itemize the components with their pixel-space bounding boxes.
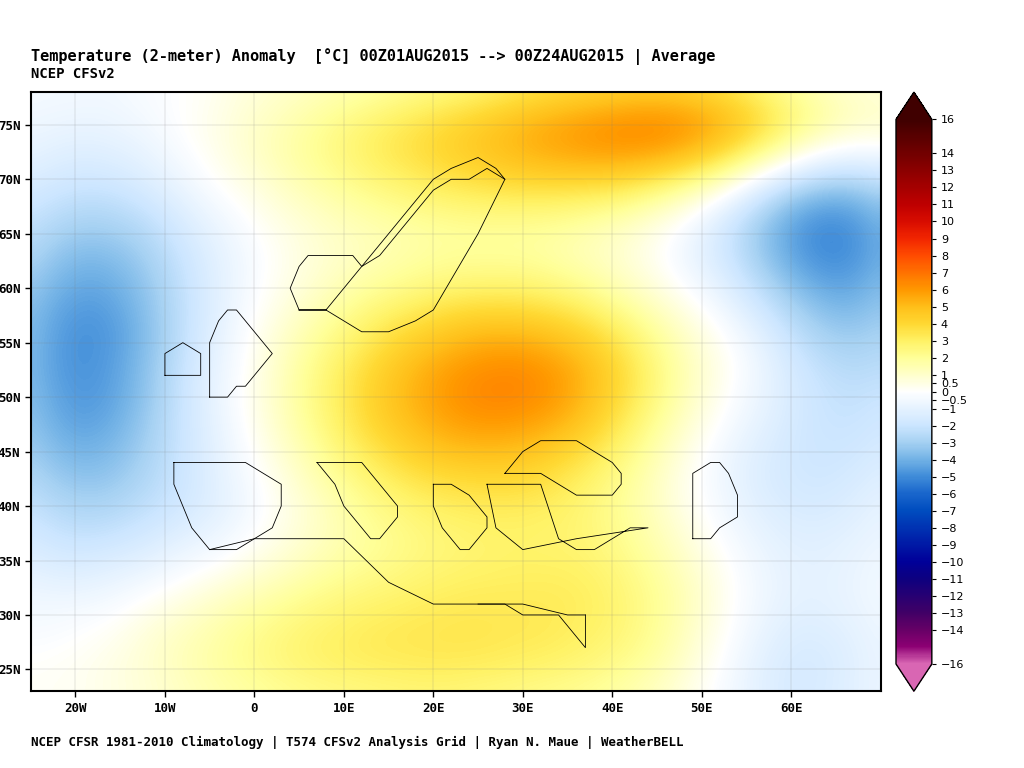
PathPatch shape xyxy=(896,664,932,691)
Text: Temperature (2-meter) Anomaly  [°C] 00Z01AUG2015 --> 00Z24AUG2015 | Average: Temperature (2-meter) Anomaly [°C] 00Z01… xyxy=(31,48,715,65)
Text: NCEP CFSv2: NCEP CFSv2 xyxy=(31,67,115,81)
Text: NCEP CFSR 1981-2010 Climatology | T574 CFSv2 Analysis Grid | Ryan N. Maue | Weat: NCEP CFSR 1981-2010 Climatology | T574 C… xyxy=(31,736,683,749)
PathPatch shape xyxy=(896,92,932,119)
